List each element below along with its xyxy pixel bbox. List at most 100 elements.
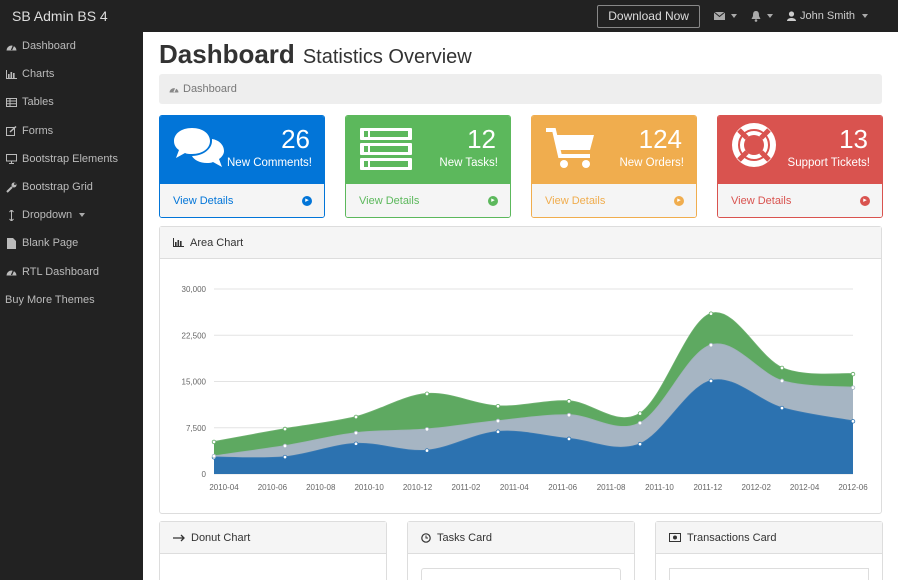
arrow-circle-right-icon: ▸ <box>488 195 498 206</box>
sidebar-item-label: Charts <box>22 68 55 81</box>
area-chart: 0 7,500 15,000 22,500 30,000 2010-04 2010-06 20… <box>182 285 869 492</box>
main-content: Dashboard Statistics Overview Dashboard … <box>143 32 898 580</box>
data-point <box>282 443 288 449</box>
download-now-button[interactable]: Download Now <box>597 4 700 28</box>
data-point <box>850 371 856 377</box>
sidebar: Dashboard Charts Tables Forms Bootstrap … <box>0 32 143 580</box>
panel-title: Transactions Card <box>687 531 777 544</box>
sidebar-item-label: Blank Page <box>22 237 79 250</box>
data-point <box>211 439 217 445</box>
view-details-link[interactable]: View Details ▸ <box>160 184 324 217</box>
data-point <box>211 453 217 459</box>
sidebar-item-dashboard[interactable]: Dashboard <box>0 32 143 60</box>
y-tick-label: 30,000 <box>182 285 207 294</box>
clock-icon <box>421 532 431 543</box>
sidebar-item-charts[interactable]: Charts <box>0 60 143 88</box>
caret-down-icon <box>730 14 737 18</box>
view-details-link[interactable]: View Details ▸ <box>718 184 882 217</box>
donut-chart-panel: Donut Chart <box>159 521 387 580</box>
messages-dropdown[interactable] <box>713 12 737 20</box>
sidebar-item-dropdown[interactable]: Dropdown <box>0 201 143 229</box>
arrow-circle-right-icon: ▸ <box>302 195 312 206</box>
page-title: Dashboard <box>159 39 295 69</box>
y-tick-label: 7,500 <box>186 424 207 433</box>
sidebar-item-label: Forms <box>22 124 54 137</box>
data-point <box>708 311 714 316</box>
sidebar-item-buy-more-themes[interactable]: Buy More Themes <box>0 286 143 314</box>
sidebar-item-blank-page[interactable]: Blank Page <box>0 229 143 257</box>
view-details-label: View Details <box>173 194 234 207</box>
table-icon <box>6 97 17 108</box>
x-tick-label: 2010-04 <box>209 483 239 492</box>
data-point <box>850 385 856 390</box>
money-icon <box>669 533 681 542</box>
x-tick-label: 2010-08 <box>306 483 336 492</box>
area-series-line <box>213 312 854 443</box>
sidebar-item-rtl-dashboard[interactable]: RTL Dashboard <box>0 258 143 286</box>
dashboard-icon <box>6 266 17 277</box>
card-count: 124 <box>638 124 682 154</box>
area-series-line <box>213 343 854 457</box>
data-point <box>353 430 359 436</box>
brand-link[interactable]: SB Admin BS 4 <box>12 8 108 24</box>
data-point <box>779 365 785 371</box>
sidebar-item-label: Bootstrap Elements <box>22 152 118 165</box>
shopping-cart-icon <box>546 128 594 168</box>
sidebar-item-label: Bootstrap Grid <box>22 181 93 194</box>
long-arrow-right-icon <box>173 534 185 541</box>
panel-title: Area Chart <box>190 236 244 249</box>
panel-heading: Transactions Card <box>656 522 882 554</box>
view-details-link[interactable]: View Details ▸ <box>346 184 510 217</box>
x-tick-label: 2010-06 <box>258 483 288 492</box>
data-point <box>637 411 643 416</box>
sidebar-item-bootstrap-grid[interactable]: Bootstrap Grid <box>0 173 143 201</box>
caret-down-icon <box>766 14 773 18</box>
bar-chart-icon <box>6 69 17 80</box>
page-subtitle: Statistics Overview <box>302 46 472 68</box>
x-tick-label: 2011-06 <box>548 483 577 492</box>
x-tick-label: 2010-10 <box>354 483 384 492</box>
task-list-item[interactable] <box>421 568 621 580</box>
comments-card: 26 New Comments! View Details ▸ <box>159 115 325 218</box>
tasks-icon <box>360 128 412 170</box>
area-series-line <box>213 379 854 459</box>
sidebar-item-forms[interactable]: Forms <box>0 117 143 145</box>
caret-down-icon <box>862 14 868 18</box>
sidebar-item-label: Dropdown <box>22 209 73 222</box>
x-tick-label: 2011-08 <box>597 483 626 492</box>
user-dropdown[interactable]: John Smith <box>786 10 868 22</box>
sidebar-item-bootstrap-elements[interactable]: Bootstrap Elements <box>0 145 143 173</box>
card-header: 26 New Comments! <box>160 116 324 184</box>
data-point <box>353 414 359 420</box>
panel-heading: Donut Chart <box>160 522 386 554</box>
x-tick-label: 2011-10 <box>645 483 674 492</box>
card-count: 12 <box>467 124 496 154</box>
user-name: John Smith <box>799 10 855 22</box>
dashboard-icon <box>6 41 17 52</box>
y-tick-label: 0 <box>202 470 207 479</box>
panel-title: Tasks Card <box>437 531 493 544</box>
card-label: Support Tickets! <box>787 157 870 169</box>
x-tick-label: 2011-04 <box>500 483 529 492</box>
card-label: New Orders! <box>619 157 684 169</box>
bar-chart-icon <box>173 238 184 247</box>
arrow-circle-right-icon: ▸ <box>674 195 684 206</box>
view-details-link[interactable]: View Details ▸ <box>532 184 696 217</box>
alerts-dropdown[interactable] <box>751 10 773 22</box>
data-point <box>495 429 501 434</box>
data-point <box>566 399 572 404</box>
breadcrumb-item: Dashboard <box>183 83 237 95</box>
support-tickets-card: 13 Support Tickets! View Details ▸ <box>717 115 883 218</box>
caret-down-icon <box>79 213 86 218</box>
page-heading: Dashboard Statistics Overview <box>159 39 472 70</box>
navbar-right: Download Now John Smith <box>597 0 898 32</box>
data-point <box>566 436 572 442</box>
data-point <box>282 426 288 432</box>
area-series-fill <box>214 380 853 474</box>
x-tick-label: 2011-12 <box>693 483 722 492</box>
data-point <box>282 454 288 460</box>
sidebar-item-label: Buy More Themes <box>5 293 95 306</box>
sidebar-item-tables[interactable]: Tables <box>0 88 143 116</box>
sidebar-item-label: Dashboard <box>22 40 76 53</box>
data-point <box>779 405 785 411</box>
